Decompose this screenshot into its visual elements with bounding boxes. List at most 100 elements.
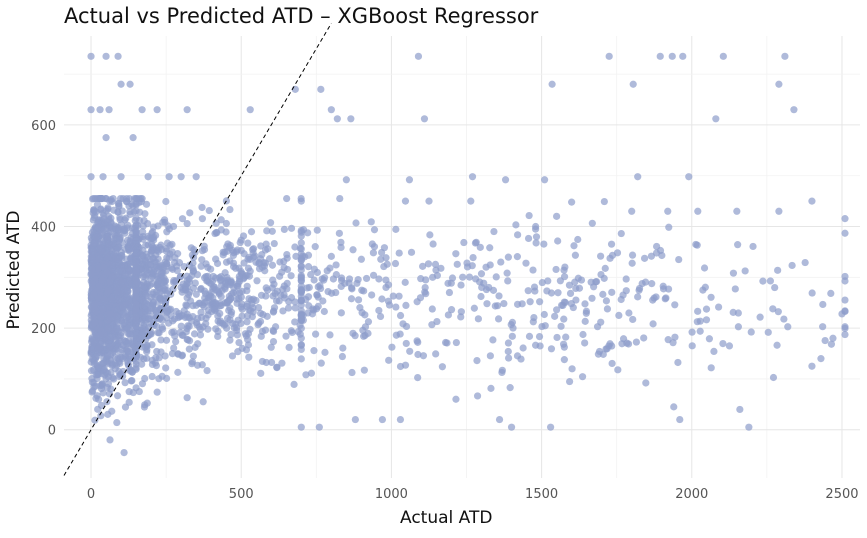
data-point: [321, 348, 329, 356]
data-point: [144, 173, 152, 181]
data-point: [519, 344, 527, 352]
data-point: [625, 309, 633, 317]
data-point: [267, 343, 275, 351]
data-point: [414, 374, 422, 382]
y-axis-ticks: 0 200 400 600: [31, 119, 56, 439]
data-point: [304, 263, 313, 271]
data-point: [547, 345, 556, 353]
data-point: [88, 279, 96, 288]
data-point: [98, 194, 106, 203]
data-point: [486, 261, 494, 269]
data-point: [189, 259, 197, 267]
data-point: [606, 254, 614, 262]
data-point: [395, 249, 403, 257]
data-point: [577, 276, 586, 284]
data-point: [524, 234, 533, 243]
data-point: [91, 318, 99, 326]
data-point: [118, 346, 126, 354]
data-point: [326, 331, 334, 339]
data-point: [567, 300, 575, 308]
data-point: [370, 243, 379, 251]
data-point: [504, 253, 512, 261]
data-point: [146, 281, 154, 289]
data-point: [656, 52, 664, 60]
data-point: [535, 333, 544, 341]
data-point: [212, 286, 220, 294]
data-point: [538, 322, 546, 331]
data-point: [183, 394, 191, 402]
data-point: [163, 314, 171, 322]
data-point: [808, 197, 816, 205]
data-point: [253, 277, 261, 285]
data-point: [238, 312, 246, 320]
data-point: [506, 384, 514, 392]
data-point: [781, 52, 789, 60]
data-point: [257, 332, 265, 340]
data-point: [457, 308, 465, 316]
data-point: [104, 234, 112, 243]
data-point: [494, 315, 503, 323]
data-point: [152, 308, 160, 316]
data-point: [102, 52, 110, 60]
data-point: [297, 282, 305, 290]
data-point: [283, 194, 291, 203]
data-point: [729, 308, 737, 316]
data-point: [457, 313, 465, 321]
y-tick-label: 400: [31, 221, 56, 236]
data-point: [140, 403, 149, 411]
data-point: [234, 348, 242, 356]
data-point: [141, 302, 149, 310]
data-point: [117, 353, 125, 361]
data-point: [605, 52, 613, 60]
data-point: [574, 235, 582, 244]
data-point: [103, 253, 112, 262]
data-point: [304, 251, 313, 259]
data-point: [261, 326, 270, 334]
data-point: [280, 291, 288, 299]
data-point: [514, 231, 522, 239]
data-point: [211, 298, 219, 307]
data-point: [531, 341, 540, 349]
data-point: [157, 336, 165, 344]
data-point: [110, 375, 118, 383]
data-point: [552, 265, 560, 274]
data-point: [529, 266, 537, 274]
data-point: [623, 339, 631, 347]
data-point: [671, 301, 679, 309]
data-point: [541, 176, 549, 184]
data-point: [162, 297, 170, 305]
data-point: [734, 323, 742, 331]
data-point: [359, 332, 368, 340]
data-point: [89, 248, 97, 256]
data-point: [93, 200, 102, 208]
data-point: [200, 303, 208, 311]
data-point: [238, 300, 246, 308]
data-point: [106, 197, 114, 205]
data-point: [375, 306, 383, 315]
data-point: [268, 261, 277, 269]
data-point: [749, 242, 757, 251]
data-point: [402, 301, 410, 309]
data-point: [297, 271, 305, 280]
data-point: [125, 388, 133, 396]
data-point: [186, 209, 194, 217]
data-point: [424, 260, 433, 268]
data-point: [91, 416, 99, 424]
data-point: [838, 310, 846, 318]
data-point: [581, 300, 589, 308]
data-point: [125, 245, 133, 253]
data-point: [236, 238, 244, 247]
data-point: [501, 176, 510, 184]
data-point: [247, 228, 256, 236]
data-point: [736, 405, 744, 414]
data-point: [485, 283, 493, 292]
data-point: [138, 106, 146, 114]
data-point: [348, 285, 356, 293]
data-point: [285, 298, 293, 306]
data-point: [279, 307, 287, 315]
data-point: [285, 343, 293, 351]
data-point: [170, 328, 178, 336]
data-point: [226, 304, 234, 312]
data-point: [90, 239, 98, 247]
data-point: [264, 245, 272, 253]
